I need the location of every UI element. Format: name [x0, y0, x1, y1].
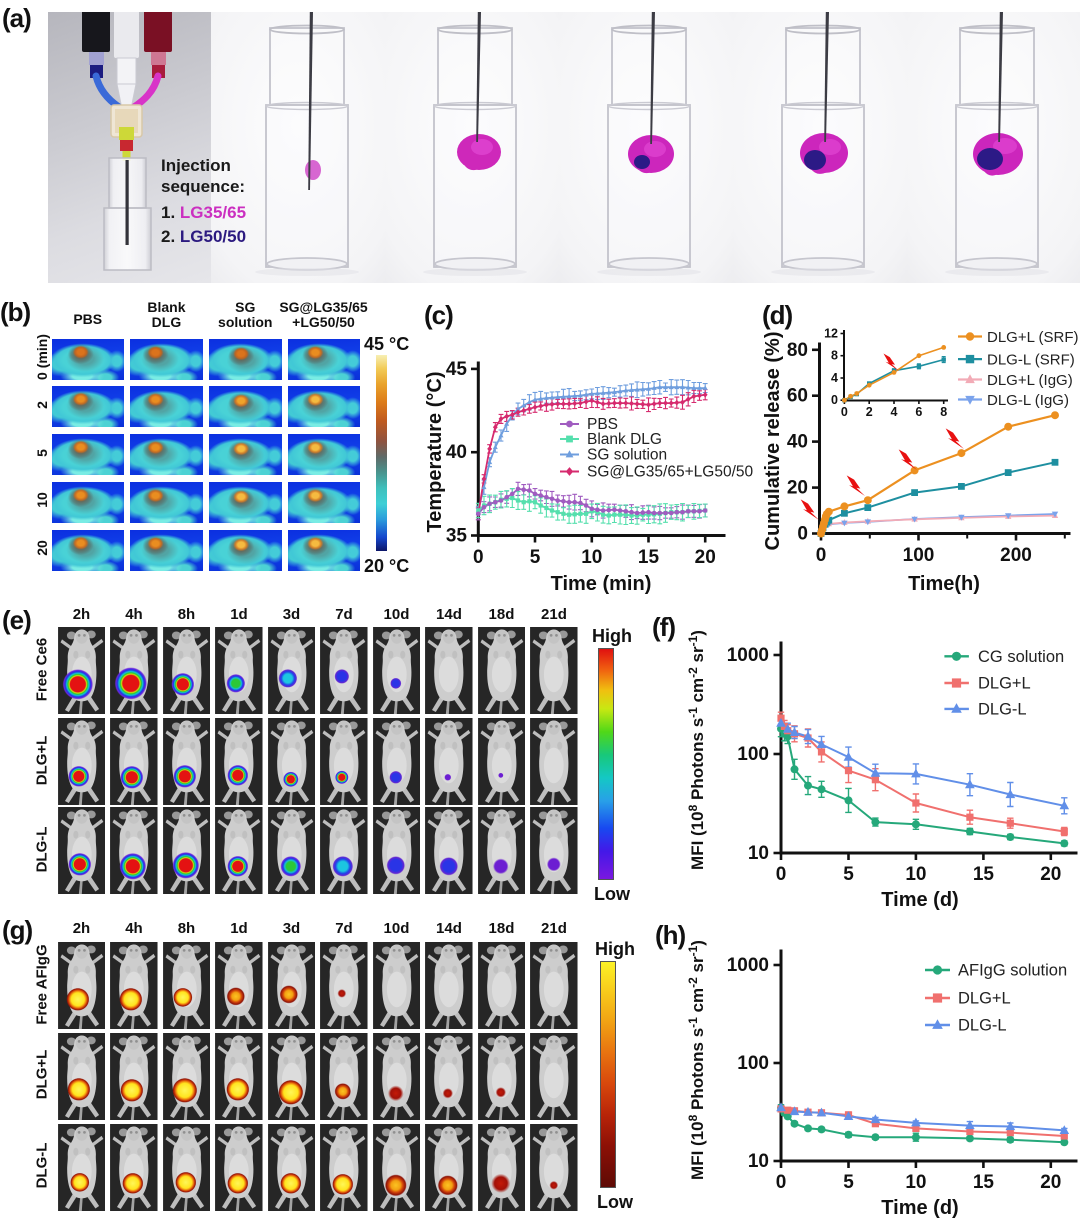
svg-text:0: 0: [831, 393, 838, 407]
svg-text:Temperature (°C): Temperature (°C): [424, 372, 446, 533]
svg-text:80: 80: [787, 340, 808, 361]
svg-text:2: 2: [866, 405, 873, 419]
svg-text:15: 15: [973, 864, 995, 885]
svg-text:10: 10: [748, 843, 769, 864]
svg-text:0: 0: [473, 547, 484, 568]
svg-text:20: 20: [1040, 864, 1061, 885]
svg-text:5: 5: [530, 547, 541, 568]
svg-text:15: 15: [973, 1172, 995, 1193]
svg-text:10: 10: [581, 547, 602, 568]
svg-text:SG solution: SG solution: [587, 447, 667, 464]
svg-text:AFIgG solution: AFIgG solution: [958, 962, 1067, 980]
svg-text:10: 10: [905, 1172, 926, 1193]
svg-text:0: 0: [797, 524, 808, 545]
svg-text:Blank DLG: Blank DLG: [587, 431, 662, 448]
svg-text:12: 12: [824, 327, 838, 341]
svg-text:Cumulative release (%): Cumulative release (%): [762, 332, 784, 551]
svg-text:40: 40: [787, 432, 808, 453]
svg-text:0: 0: [841, 405, 848, 419]
svg-text:4: 4: [891, 405, 898, 419]
svg-text:CG solution: CG solution: [978, 648, 1064, 666]
svg-text:100: 100: [737, 1053, 769, 1074]
svg-text:15: 15: [638, 547, 660, 568]
svg-text:SG@LG35/65+LG50/50: SG@LG35/65+LG50/50: [587, 464, 753, 481]
svg-text:DLG-L: DLG-L: [958, 1017, 1007, 1035]
svg-text:8: 8: [831, 349, 838, 363]
svg-text:DLG+L (IgG): DLG+L (IgG): [987, 372, 1073, 389]
svg-text:MFI (108 Photons s-1 cm-2 sr-1: MFI (108 Photons s-1 cm-2 sr-1): [686, 630, 707, 870]
svg-text:0: 0: [776, 1172, 787, 1193]
svg-text:35: 35: [446, 526, 468, 547]
svg-text:Time (d): Time (d): [881, 889, 958, 911]
svg-text:DLG+L (SRF): DLG+L (SRF): [987, 329, 1079, 346]
svg-text:DLG-L: DLG-L: [978, 700, 1027, 718]
svg-text:20: 20: [787, 478, 808, 499]
svg-text:8: 8: [940, 405, 947, 419]
svg-text:Time (d): Time (d): [881, 1197, 958, 1219]
svg-text:100: 100: [903, 545, 935, 566]
svg-text:0: 0: [776, 864, 787, 885]
svg-text:200: 200: [1000, 545, 1032, 566]
svg-text:PBS: PBS: [587, 416, 618, 433]
svg-text:5: 5: [843, 1172, 854, 1193]
svg-text:4: 4: [831, 371, 838, 385]
svg-text:40: 40: [446, 442, 467, 463]
svg-text:Time(h): Time(h): [908, 573, 980, 595]
svg-text:20: 20: [695, 547, 716, 568]
svg-text:0: 0: [816, 545, 827, 566]
svg-text:DLG-L (SRF): DLG-L (SRF): [987, 352, 1075, 369]
svg-text:1000: 1000: [727, 955, 769, 976]
svg-text:10: 10: [905, 864, 926, 885]
svg-text:10: 10: [748, 1151, 769, 1172]
svg-text:5: 5: [843, 864, 854, 885]
svg-text:45: 45: [446, 359, 468, 380]
svg-text:20: 20: [1040, 1172, 1061, 1193]
svg-text:MFI (108 Photons s-1 cm-2 sr-1: MFI (108 Photons s-1 cm-2 sr-1): [686, 940, 707, 1180]
svg-text:DLG-L (IgG): DLG-L (IgG): [987, 392, 1069, 409]
svg-text:DLG+L: DLG+L: [978, 675, 1031, 693]
svg-text:100: 100: [737, 744, 769, 765]
svg-text:6: 6: [915, 405, 922, 419]
svg-text:1000: 1000: [727, 645, 769, 666]
svg-text:DLG+L: DLG+L: [958, 990, 1011, 1008]
svg-text:Time (min): Time (min): [551, 573, 652, 595]
svg-text:60: 60: [787, 386, 808, 407]
